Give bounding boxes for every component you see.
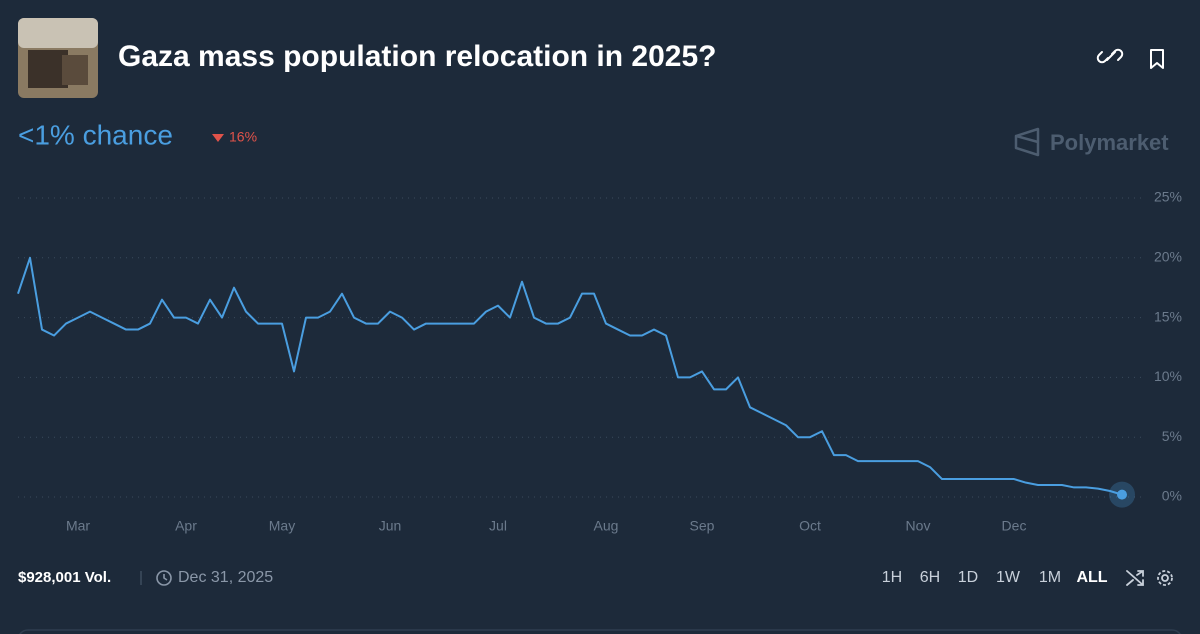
- chance: <1% chance: [18, 119, 173, 150]
- range-button[interactable]: 1H: [882, 569, 902, 586]
- y-tick-label: 5%: [1162, 428, 1182, 444]
- range-button[interactable]: ALL: [1076, 569, 1107, 586]
- shuffle-button[interactable]: [1126, 570, 1144, 586]
- x-tick-label: Nov: [906, 518, 931, 534]
- y-tick-label: 0%: [1162, 488, 1182, 504]
- x-tick-label: Jul: [489, 518, 507, 534]
- x-tick-label: May: [269, 518, 295, 534]
- x-tick-label: Oct: [799, 518, 821, 534]
- price-line: [17, 256, 1123, 496]
- link-button[interactable]: [1096, 48, 1124, 64]
- range-buttons: 1H 6H 1D 1W 1M ALL: [882, 569, 1108, 586]
- current-point: [1117, 489, 1127, 500]
- y-tick-label: 15%: [1154, 308, 1182, 324]
- range-button[interactable]: 1M: [1039, 569, 1061, 586]
- next-panel-edge: [19, 629, 1181, 634]
- y-tick-label: 25%: [1154, 189, 1182, 205]
- settings-button[interactable]: [1157, 570, 1173, 586]
- x-tick-label: Sep: [690, 518, 715, 534]
- thumbnail: [18, 18, 98, 98]
- plot: 0% 5% 10% 15% 20% 25% Mar Apr May Jun Jul Aug Sep Oct…: [17, 189, 1182, 534]
- x-tick-label: Jun: [379, 518, 402, 534]
- x-tick-label: Aug: [594, 518, 619, 534]
- range-button[interactable]: 1W: [996, 569, 1021, 586]
- x-tick-label: Apr: [175, 518, 197, 534]
- bookmark-button[interactable]: [1150, 49, 1164, 69]
- y-tick-label: 10%: [1154, 368, 1182, 384]
- volume: $928,001 Vol.: [18, 569, 111, 586]
- end-date: Dec 31, 2025: [178, 569, 273, 586]
- clock-icon: [156, 570, 172, 586]
- y-tick-label: 20%: [1154, 249, 1182, 265]
- change-down-icon: [212, 134, 224, 142]
- market-title: Gaza mass population relocation in 2025?: [118, 40, 717, 73]
- range-button[interactable]: 1D: [958, 569, 978, 586]
- x-tick-label: Dec: [1002, 518, 1027, 534]
- brand: Polymarket: [1050, 130, 1169, 155]
- change: 16%: [229, 129, 257, 145]
- x-tick-label: Mar: [66, 518, 90, 534]
- brand-logo: [1014, 127, 1040, 157]
- range-button[interactable]: 6H: [920, 569, 940, 586]
